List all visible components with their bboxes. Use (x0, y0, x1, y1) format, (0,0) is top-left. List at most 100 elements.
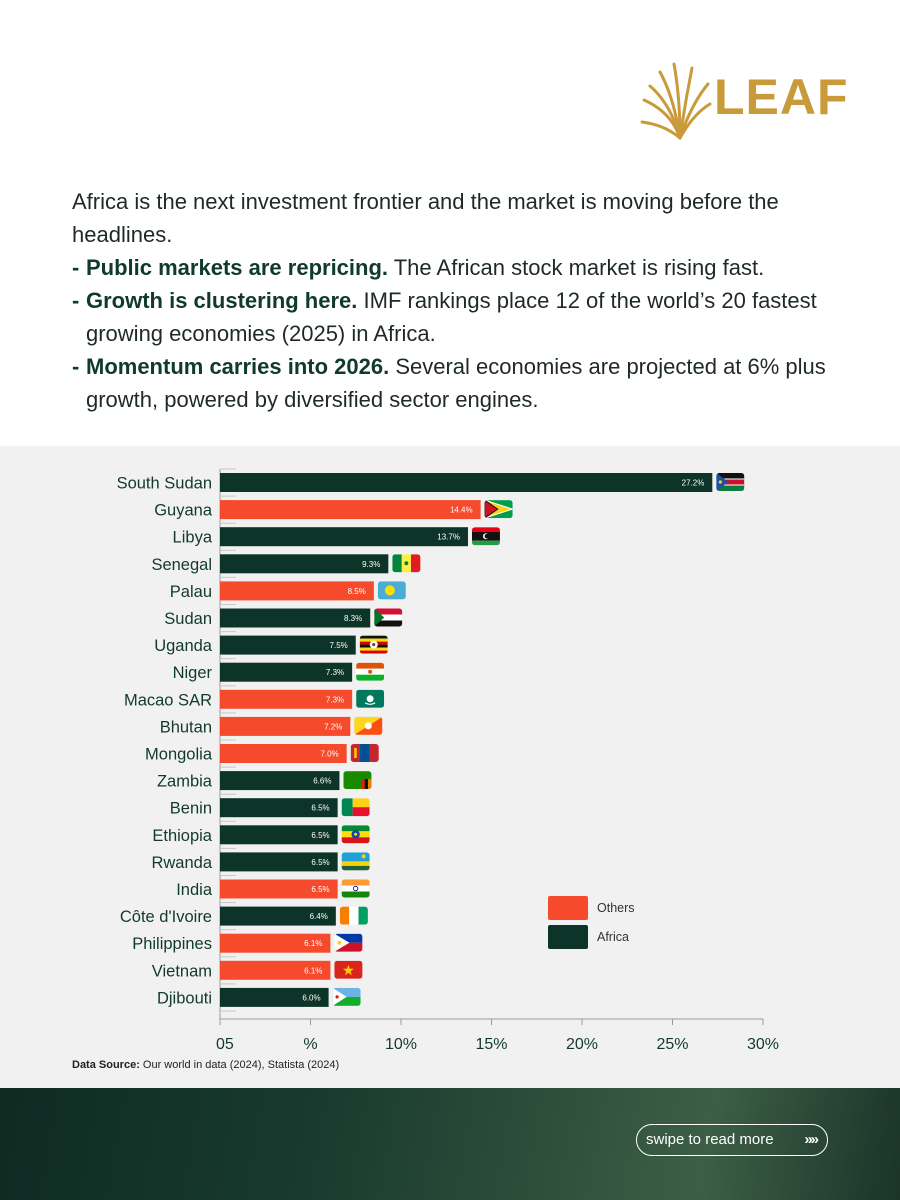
category-label: Benin (170, 800, 212, 818)
ethiopia-flag (341, 825, 370, 844)
category-label: Sudan (164, 610, 212, 628)
flag-stripe (352, 798, 370, 808)
bar-africa (220, 771, 340, 791)
flag-triangle (332, 987, 347, 1006)
vietnam-flag (334, 960, 363, 979)
growth-bar-chart: 05% 10% 15% 20% 25% 30% South Sudan 27.2% Guyana… (117, 468, 779, 1053)
flag-body (354, 716, 383, 735)
flag-body (339, 906, 368, 925)
flag-body (341, 879, 370, 898)
category-label: Côte d'Ivoire (120, 908, 212, 926)
flag-star (404, 561, 409, 566)
flag-stripe (334, 933, 363, 943)
flag-stripe (334, 942, 363, 952)
bullet-dash: - (72, 354, 80, 379)
category-label: Niger (173, 664, 213, 682)
flag-stripe (392, 554, 402, 573)
category-label: Ethiopia (152, 827, 212, 845)
flag-body (332, 987, 361, 1006)
x-tick-label: 20% (566, 1036, 598, 1053)
flag-triangle (716, 473, 729, 491)
bar-value-label: 7.3% (326, 695, 344, 704)
bullet-3: - Momentum carries into 2026. Several ec… (72, 350, 832, 416)
bar-value-label: 6.5% (311, 885, 329, 894)
category-label: Bhutan (160, 718, 212, 736)
libya-flag (471, 527, 500, 546)
bar-africa (220, 798, 338, 818)
niger-flag (356, 662, 385, 681)
flag-stripe (716, 478, 745, 480)
intro-lead: Africa is the next investment frontier a… (72, 189, 779, 247)
legend-label-others: Others (597, 901, 635, 915)
bar-africa (220, 527, 468, 547)
flag-stripe (359, 650, 388, 654)
flag-lotus (366, 695, 374, 703)
bar-value-label: 13.7% (437, 533, 460, 542)
flag-star (335, 995, 339, 999)
bullet-3-bold: Momentum carries into 2026. (86, 354, 390, 379)
bar-others (220, 879, 338, 899)
flag-star (342, 964, 354, 976)
bar-africa (220, 608, 371, 628)
rwanda-flag (341, 852, 370, 871)
bullet-dash: - (72, 288, 80, 313)
swipe-button[interactable]: swipe to read more »» (636, 1124, 828, 1156)
flag-body (377, 581, 406, 600)
flag-triangle (334, 933, 350, 952)
bar-value-label: 14.4% (450, 506, 473, 515)
bar-value-label: 8.3% (344, 614, 362, 623)
bar-others (220, 689, 353, 709)
flag-stripe (364, 779, 369, 790)
south-sudan-flag (716, 473, 745, 491)
flag-stripe (341, 852, 370, 862)
flag-stripe (341, 825, 370, 832)
flag-sun (337, 940, 342, 945)
flag-stripe (716, 479, 745, 485)
flag-stripe (471, 540, 500, 546)
flag-stripe (341, 865, 370, 871)
bar-others (220, 716, 351, 736)
senegal-flag (392, 554, 421, 573)
flag-stripe (360, 744, 370, 762)
flag-stripe (341, 798, 353, 817)
uganda-flag (359, 635, 388, 654)
flag-stripe (341, 891, 370, 898)
category-label: Djibouti (157, 989, 212, 1007)
flag-soyombo (354, 748, 357, 758)
flag-stripe (332, 996, 361, 1006)
bar-value-label: 6.1% (304, 966, 322, 975)
category-label: Philippines (132, 935, 212, 953)
bar-others (220, 744, 347, 763)
bar-africa (220, 852, 338, 872)
bar-value-label: 6.5% (311, 831, 329, 840)
flag-body (350, 744, 379, 762)
flag-stripe (716, 485, 745, 491)
flag-stripe (356, 674, 385, 681)
flag-stripe (341, 861, 370, 866)
x-tick-label: 05 (216, 1036, 234, 1053)
bar-others (220, 581, 374, 601)
x-tick-label: 10% (385, 1036, 417, 1053)
flag-stripe (359, 647, 388, 651)
bullet-2-bold: Growth is clustering here. (86, 288, 358, 313)
flag-dragon (364, 722, 372, 730)
flag-water (364, 702, 376, 705)
swipe-label: swipe to read more (646, 1131, 774, 1148)
flag-stripe (716, 484, 745, 486)
category-label: Senegal (151, 556, 212, 574)
brand-name: LEAF (714, 69, 849, 125)
bar-value-label: 6.5% (311, 858, 329, 867)
flag-stripe (361, 779, 365, 790)
bhutan-flag (354, 716, 383, 735)
legend-swatch-others (548, 896, 588, 920)
flag-body (341, 825, 370, 844)
flag-stripe (332, 987, 361, 997)
zambia-flag (343, 771, 372, 790)
intro-text: Africa is the next investment frontier a… (72, 185, 832, 416)
x-tick-label: 15% (475, 1036, 507, 1053)
category-label: Palau (170, 583, 212, 601)
flag-body (716, 473, 745, 491)
bar-africa (220, 906, 336, 926)
flag-stripe (410, 554, 421, 573)
bullet-dash: - (72, 255, 80, 280)
